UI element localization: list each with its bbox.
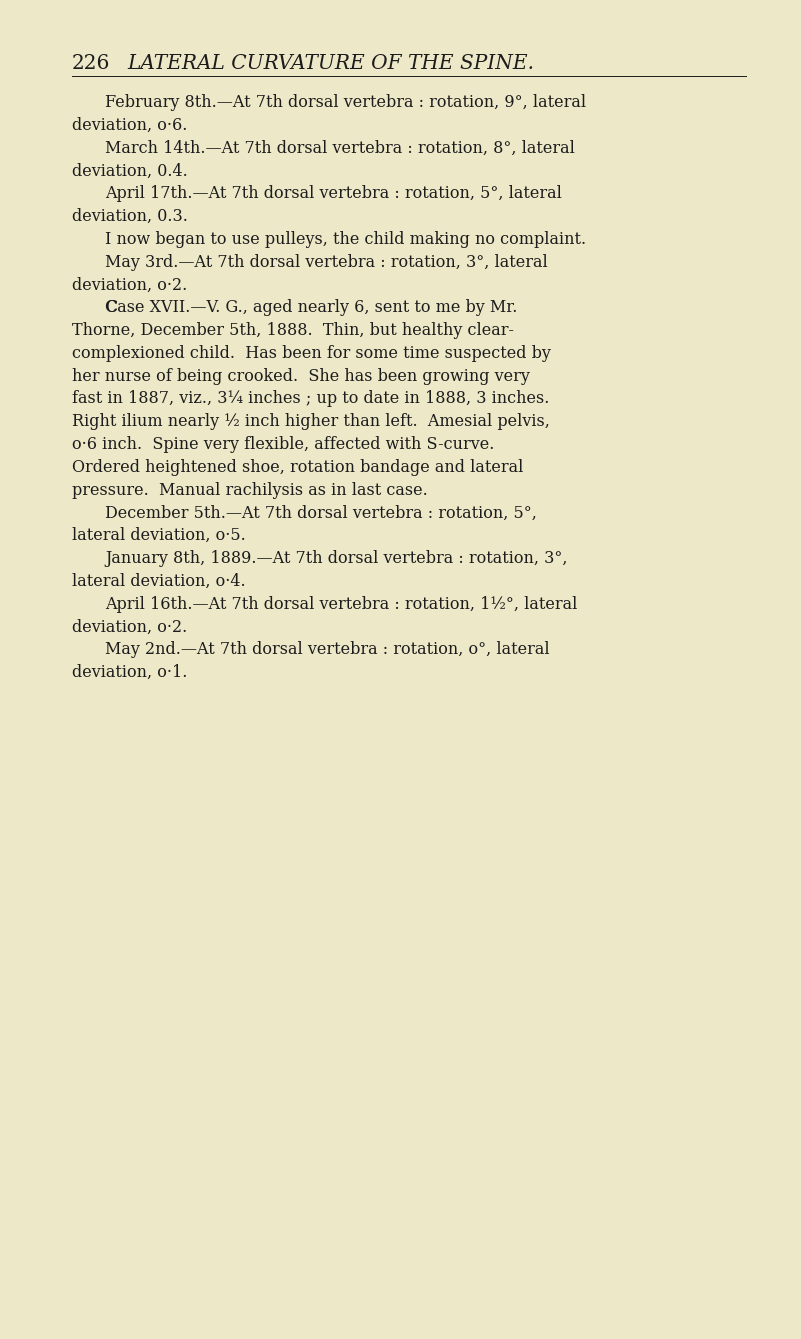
Text: April 17th.—At 7th dorsal vertebra : rotation, 5°, lateral: April 17th.—At 7th dorsal vertebra : rot… — [105, 185, 562, 202]
Text: deviation, 0.3.: deviation, 0.3. — [72, 208, 188, 225]
Text: 226: 226 — [72, 54, 111, 74]
Text: deviation, o·2.: deviation, o·2. — [72, 619, 187, 636]
Text: complexioned child.  Has been for some time suspected by: complexioned child. Has been for some ti… — [72, 345, 551, 362]
Text: LATERAL CURVATURE OF THE SPINE.: LATERAL CURVATURE OF THE SPINE. — [127, 54, 534, 74]
Text: April 16th.—At 7th dorsal vertebra : rotation, 1½°, lateral: April 16th.—At 7th dorsal vertebra : rot… — [105, 596, 578, 613]
Text: fast in 1887, viz., 3¼ inches ; up to date in 1888, 3 inches.: fast in 1887, viz., 3¼ inches ; up to da… — [72, 391, 549, 407]
Text: I now began to use pulleys, the child making no complaint.: I now began to use pulleys, the child ma… — [105, 230, 586, 248]
Text: Ordered heightened shoe, rotation bandage and lateral: Ordered heightened shoe, rotation bandag… — [72, 459, 523, 475]
Text: deviation, o·6.: deviation, o·6. — [72, 116, 187, 134]
Text: C: C — [105, 299, 117, 316]
Text: December 5th.—At 7th dorsal vertebra : rotation, 5°,: December 5th.—At 7th dorsal vertebra : r… — [105, 505, 537, 521]
Text: deviation, o·2.: deviation, o·2. — [72, 276, 187, 293]
Text: February 8th.—At 7th dorsal vertebra : rotation, 9°, lateral: February 8th.—At 7th dorsal vertebra : r… — [105, 94, 586, 111]
Text: lateral deviation, o·5.: lateral deviation, o·5. — [72, 528, 246, 544]
Text: May 3rd.—At 7th dorsal vertebra : rotation, 3°, lateral: May 3rd.—At 7th dorsal vertebra : rotati… — [105, 253, 548, 270]
Text: deviation, 0.4.: deviation, 0.4. — [72, 162, 187, 179]
Text: lateral deviation, o·4.: lateral deviation, o·4. — [72, 573, 246, 589]
Text: Right ilium nearly ½ inch higher than left.  Amesial pelvis,: Right ilium nearly ½ inch higher than le… — [72, 414, 549, 430]
Text: her nurse of being crooked.  She has been growing very: her nurse of being crooked. She has been… — [72, 368, 530, 384]
Text: Case XVII.—V. G., aged nearly 6, sent to me by Mr.: Case XVII.—V. G., aged nearly 6, sent to… — [105, 299, 517, 316]
Text: deviation, o·1.: deviation, o·1. — [72, 664, 187, 682]
Text: o·6 inch.  Spine very flexible, affected with S-curve.: o·6 inch. Spine very flexible, affected … — [72, 437, 494, 453]
Text: May 2nd.—At 7th dorsal vertebra : rotation, o°, lateral: May 2nd.—At 7th dorsal vertebra : rotati… — [105, 641, 549, 659]
Text: pressure.  Manual rachilysis as in last case.: pressure. Manual rachilysis as in last c… — [72, 482, 428, 498]
Text: March 14th.—At 7th dorsal vertebra : rotation, 8°, lateral: March 14th.—At 7th dorsal vertebra : rot… — [105, 139, 575, 157]
Text: January 8th, 1889.—At 7th dorsal vertebra : rotation, 3°,: January 8th, 1889.—At 7th dorsal vertebr… — [105, 550, 567, 566]
Text: Thorne, December 5th, 1888.  Thin, but healthy clear-: Thorne, December 5th, 1888. Thin, but he… — [72, 321, 514, 339]
